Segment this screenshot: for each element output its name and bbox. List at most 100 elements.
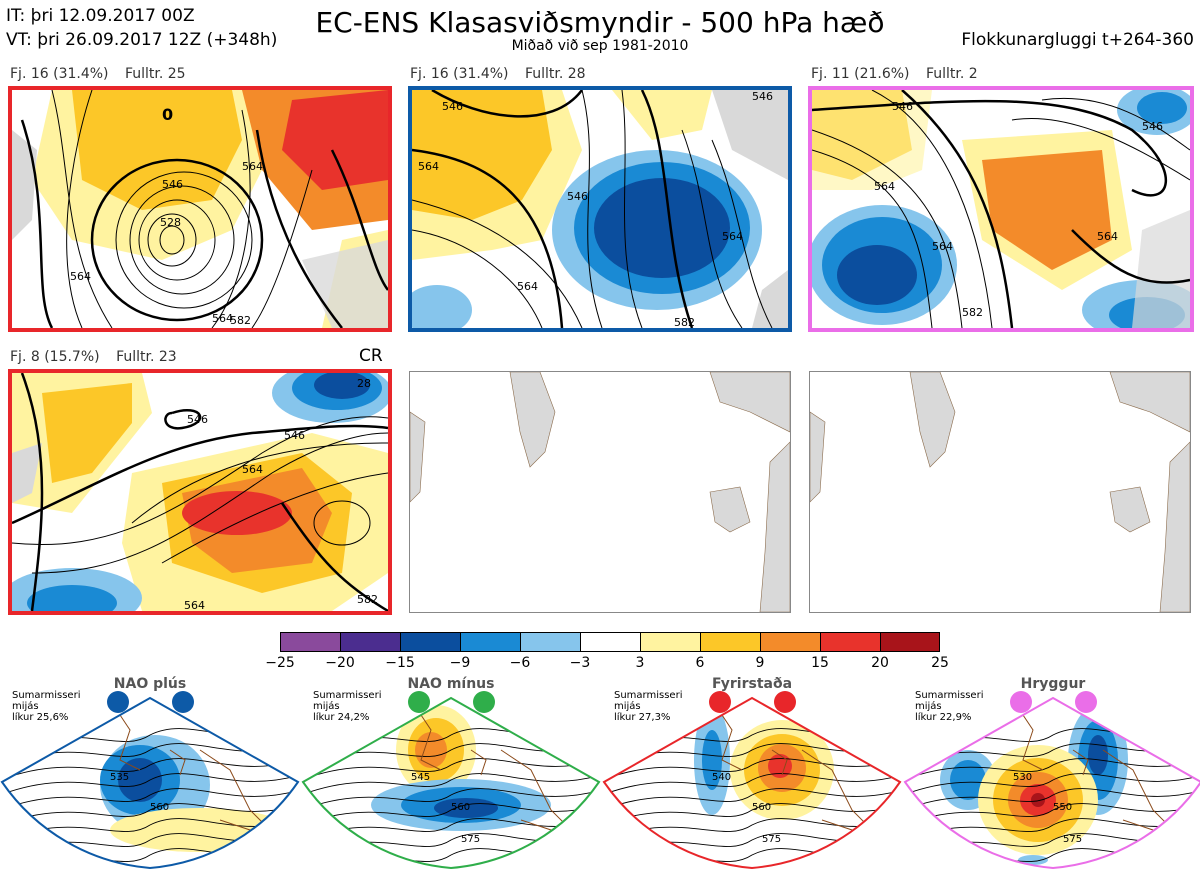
colorbar-swatch bbox=[580, 632, 640, 652]
panel-2-label: Fj. 16 (31.4%) Fulltr. 28 bbox=[410, 66, 598, 82]
regime-title: NAO mínus bbox=[407, 676, 495, 692]
regime-contour-label: 540 bbox=[712, 772, 731, 783]
cluster-map-2[interactable]: 546 564 564 546 564 582 546 bbox=[408, 86, 792, 332]
regime-contour-label: 560 bbox=[752, 802, 771, 813]
panel-3-label: Fj. 11 (21.6%) Fulltr. 2 bbox=[811, 66, 990, 82]
colorbar-tick-label: 9 bbox=[755, 655, 765, 671]
classification-window: Flokkunargluggi t+264-360 bbox=[961, 30, 1194, 50]
panel-4-tag: CR bbox=[359, 346, 383, 366]
empty-map-5 bbox=[409, 371, 791, 613]
contour-label: 546 bbox=[1142, 120, 1163, 133]
colorbar-tick-label: 25 bbox=[931, 655, 949, 671]
regime-note-period: mijás bbox=[12, 701, 39, 712]
contour-label: 564 bbox=[184, 599, 205, 611]
regime-note-season: Sumarmisseri bbox=[915, 690, 984, 701]
cluster-map-4[interactable]: 546 546 564 564 582 28 bbox=[8, 369, 392, 615]
regime-marker-dot bbox=[709, 691, 731, 713]
contour-label: 582 bbox=[674, 316, 695, 328]
contour-label: 546 bbox=[284, 429, 305, 442]
contour-label: 564 bbox=[1097, 230, 1118, 243]
regime-contour-label: 545 bbox=[411, 772, 430, 783]
contour-label: 564 bbox=[517, 280, 538, 293]
regime-note-prob: líkur 24,2% bbox=[313, 712, 370, 723]
regime-contour-label: 535 bbox=[110, 772, 129, 783]
regime-map: 540 560 575 bbox=[602, 696, 902, 870]
colorbar-swatch bbox=[760, 632, 820, 652]
colorbar-tick-label: −15 bbox=[385, 655, 415, 671]
colorbar-swatch bbox=[340, 632, 400, 652]
colorbar-tick-label: 20 bbox=[871, 655, 889, 671]
panel-3-member: Fulltr. 2 bbox=[925, 66, 978, 82]
regime-title: NAO plús bbox=[113, 676, 187, 692]
colorbar-tick-label: −25 bbox=[265, 655, 295, 671]
colorbar-swatch bbox=[400, 632, 460, 652]
regime-note-season: Sumarmisseri bbox=[12, 690, 81, 701]
contour-label: 28 bbox=[357, 377, 371, 390]
regime-note-prob: líkur 27,3% bbox=[614, 712, 671, 723]
colorbar-swatch bbox=[280, 632, 340, 652]
climatology-subtitle: Miðað við sep 1981-2010 bbox=[511, 38, 689, 54]
panel-2-member: Fulltr. 28 bbox=[524, 66, 586, 82]
cluster-map-1[interactable]: 546 528 564 564 582 564 0 bbox=[8, 86, 392, 332]
contour-label: 528 bbox=[160, 216, 181, 229]
regime-map: 530 550 575 bbox=[903, 696, 1200, 870]
regime-marker-dot bbox=[107, 691, 129, 713]
colorbar-swatch bbox=[520, 632, 580, 652]
run-info: IT: þri 12.09.2017 00Z VT: þri 26.09.201… bbox=[6, 4, 277, 52]
contour-label: 546 bbox=[752, 90, 773, 103]
colorbar-tick-label: 15 bbox=[811, 655, 829, 671]
contour-label: 546 bbox=[162, 178, 183, 191]
contour-label: 564 bbox=[242, 160, 263, 173]
contour-label: 564 bbox=[418, 160, 439, 173]
contour-label: 564 bbox=[722, 230, 743, 243]
contour-label: 582 bbox=[230, 314, 251, 327]
initial-time: IT: þri 12.09.2017 00Z bbox=[6, 6, 195, 26]
colorbar-tick-label: 6 bbox=[695, 655, 705, 671]
regime-contour-label: 575 bbox=[1063, 834, 1082, 845]
colorbar-tick-label: −20 bbox=[325, 655, 355, 671]
panel-1-member: Fulltr. 25 bbox=[124, 66, 186, 82]
regime-note-period: mijás bbox=[614, 701, 641, 712]
colorbar-tick-label: −6 bbox=[509, 655, 531, 671]
colorbar-swatch bbox=[460, 632, 520, 652]
regime-contour-label: 530 bbox=[1013, 772, 1032, 783]
contour-label: 564 bbox=[874, 180, 895, 193]
regime-contour-label: 575 bbox=[762, 834, 781, 845]
regime-note: Sumarmisseri mijás líkur 25,6% bbox=[12, 690, 80, 723]
colorbar-tick-label: −9 bbox=[449, 655, 471, 671]
regime-contour-label: 560 bbox=[150, 802, 169, 813]
regime-marker-dot bbox=[1010, 691, 1032, 713]
empty-map-6 bbox=[809, 371, 1191, 613]
panel-4-label: Fj. 8 (15.7%) Fulltr. 23 bbox=[10, 349, 189, 365]
colorbar-tick-label: 3 bbox=[635, 655, 645, 671]
regime-note-prob: líkur 25,6% bbox=[12, 712, 69, 723]
contour-label: 0 bbox=[162, 105, 173, 124]
regime-note: Sumarmisseri mijás líkur 24,2% bbox=[313, 690, 381, 723]
panel-2-cluster: Fj. 16 (31.4%) bbox=[410, 66, 509, 82]
regime-title: Fyrirstaða bbox=[711, 676, 793, 692]
regime-contour-label: 550 bbox=[1053, 802, 1072, 813]
regime-note-season: Sumarmisseri bbox=[313, 690, 382, 701]
contour-label: 582 bbox=[357, 593, 378, 606]
contour-label: 564 bbox=[932, 240, 953, 253]
colorbar-swatch bbox=[820, 632, 880, 652]
panel-4-cluster: Fj. 8 (15.7%) bbox=[10, 349, 100, 365]
regime-marker-dot bbox=[1075, 691, 1097, 713]
contour-label: 546 bbox=[567, 190, 588, 203]
contour-label: 546 bbox=[892, 100, 913, 113]
regime-marker-dot bbox=[473, 691, 495, 713]
regime-note-prob: líkur 22,9% bbox=[915, 712, 972, 723]
regime-note-period: mijás bbox=[313, 701, 340, 712]
panel-1-cluster: Fj. 16 (31.4%) bbox=[10, 66, 109, 82]
page-title: EC-ENS Klasasviðsmyndir - 500 hPa hæð bbox=[315, 6, 885, 39]
regime-map: 535 560 bbox=[0, 696, 300, 870]
contour-label: 546 bbox=[187, 413, 208, 426]
regime-note-season: Sumarmisseri bbox=[614, 690, 683, 701]
regime-contour-label: 575 bbox=[461, 834, 480, 845]
regime-map: 545 560 575 bbox=[301, 696, 601, 870]
contour-label: 564 bbox=[242, 463, 263, 476]
contour-label: 582 bbox=[962, 306, 983, 319]
panel-4-member: Fulltr. 23 bbox=[116, 349, 177, 365]
cluster-map-3[interactable]: 546 564 546 564 582 564 bbox=[808, 86, 1194, 332]
contour-label: 564 bbox=[212, 312, 233, 325]
